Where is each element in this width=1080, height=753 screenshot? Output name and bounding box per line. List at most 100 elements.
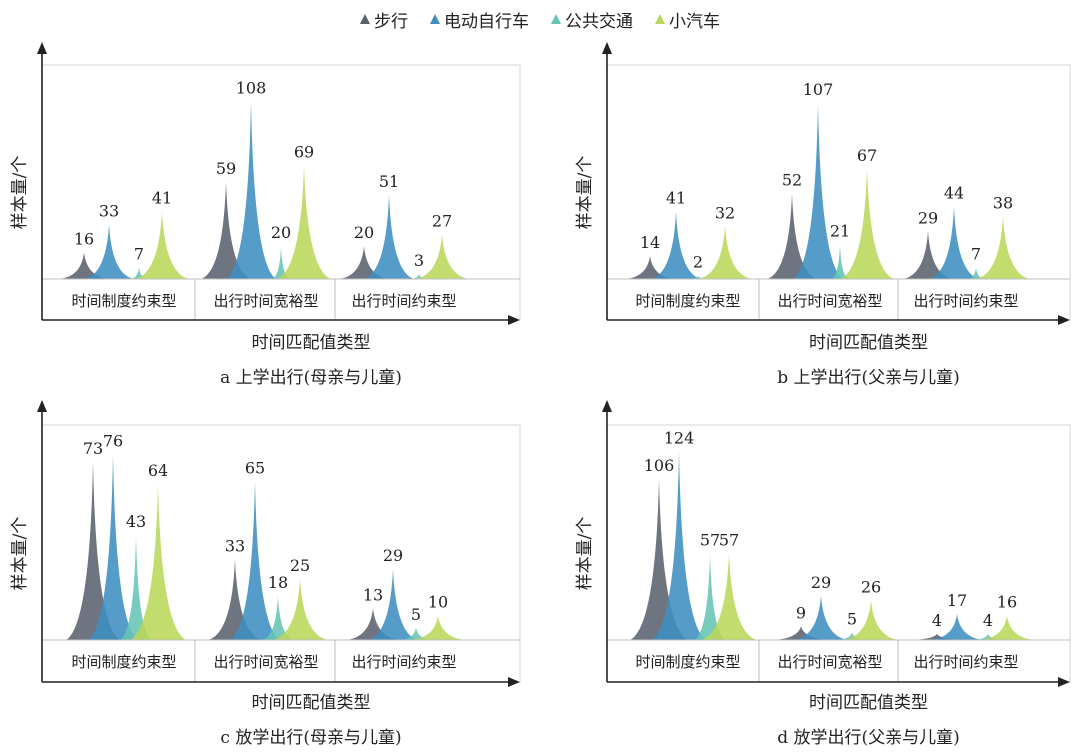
data-label: 26 bbox=[861, 578, 881, 597]
peak-mark bbox=[130, 267, 148, 279]
category-tick-label: 出行时间宽裕型 bbox=[777, 653, 882, 671]
chart-panel: 16 59 20 33 108 51 7 20 3 41 69 27 时间制度约束型 出行时间宽裕型 出行时… bbox=[10, 42, 521, 388]
data-label: 4 bbox=[983, 611, 993, 630]
data-label: 32 bbox=[715, 203, 735, 222]
panel-caption: a 上学出行(母亲与儿童) bbox=[220, 368, 402, 388]
x-axis-label: 时间匹配值类型 bbox=[809, 693, 928, 713]
data-label: 20 bbox=[354, 223, 374, 242]
chart-panel: 106 9 4 124 29 17 57 5 4 57 26 16 时间制度约束型 出行时间宽裕型 出行时间… bbox=[575, 400, 1071, 748]
data-label: 107 bbox=[803, 80, 834, 99]
peak-mark bbox=[400, 627, 432, 640]
chart-panel: 14 52 29 41 107 44 2 21 7 32 67 38 时间制度约束型 出行时间宽裕型 出行时… bbox=[575, 42, 1071, 388]
peak-mark bbox=[976, 216, 1030, 279]
peak-mark bbox=[630, 479, 688, 640]
peak-mark bbox=[831, 244, 849, 279]
data-label: 33 bbox=[99, 202, 119, 221]
panel-caption: b 上学出行(父亲与儿童) bbox=[777, 368, 960, 388]
data-label: 43 bbox=[126, 512, 146, 531]
y-axis-label: 样本量/个 bbox=[575, 156, 595, 230]
data-label: 69 bbox=[294, 142, 314, 161]
category-tick-label: 时间制度约束型 bbox=[71, 653, 176, 671]
peak-mark bbox=[908, 633, 966, 640]
peak-mark bbox=[135, 211, 189, 279]
data-label: 52 bbox=[782, 170, 802, 189]
data-label: 29 bbox=[383, 546, 403, 565]
peak-mark bbox=[59, 252, 109, 279]
x-axis-arrow-icon bbox=[508, 315, 520, 325]
panel-caption: d 放学出行(父亲与儿童) bbox=[777, 728, 960, 748]
y-axis-label: 样本量/个 bbox=[10, 156, 30, 230]
data-label: 27 bbox=[432, 212, 452, 231]
data-label: 10 bbox=[428, 593, 448, 612]
peak-mark bbox=[88, 454, 138, 640]
legend-item: 公共交通 bbox=[551, 7, 633, 32]
x-axis-label: 时间匹配值类型 bbox=[809, 333, 928, 353]
peak-mark bbox=[364, 195, 414, 279]
peak-mark bbox=[694, 553, 726, 640]
data-label: 16 bbox=[997, 593, 1017, 612]
plot-frame bbox=[41, 64, 521, 321]
peak-mark bbox=[843, 600, 899, 640]
x-axis-arrow-icon bbox=[1058, 677, 1070, 687]
data-label: 57 bbox=[719, 530, 739, 549]
peak-mark bbox=[794, 595, 848, 640]
y-axis-label: 样本量/个 bbox=[575, 517, 595, 591]
peak-mark bbox=[410, 615, 466, 640]
data-label: 4 bbox=[932, 611, 942, 630]
peak-mark bbox=[262, 596, 294, 640]
peak-mark bbox=[339, 246, 389, 279]
data-label: 25 bbox=[290, 556, 310, 575]
peak-mark bbox=[66, 461, 120, 640]
category-tick-label: 时间制度约束型 bbox=[635, 292, 740, 310]
peak-mark bbox=[772, 626, 830, 640]
legend-label: 小汽车 bbox=[669, 11, 720, 32]
peak-mark bbox=[929, 206, 979, 279]
peak-mark bbox=[84, 224, 134, 279]
data-label: 5 bbox=[847, 609, 857, 628]
peak-mark bbox=[272, 578, 328, 640]
peak-mark bbox=[346, 608, 400, 640]
y-axis-arrow-icon bbox=[37, 400, 47, 412]
category-tick-label: 时间制度约束型 bbox=[71, 292, 176, 310]
peak-mark bbox=[701, 553, 757, 640]
category-tick-label: 出行时间约束型 bbox=[913, 292, 1018, 310]
category-tick-label: 出行时间宽裕型 bbox=[777, 292, 882, 310]
data-label: 59 bbox=[216, 159, 236, 178]
data-label: 7 bbox=[134, 244, 144, 263]
peak-mark bbox=[930, 614, 984, 640]
x-axis-arrow-icon bbox=[1058, 315, 1070, 325]
peak-mark bbox=[368, 569, 418, 640]
legend-marker-icon bbox=[430, 14, 440, 24]
legend-marker-icon bbox=[360, 14, 370, 24]
peak-mark bbox=[625, 255, 675, 279]
data-label: 65 bbox=[245, 458, 265, 477]
data-label: 14 bbox=[640, 233, 660, 252]
y-axis-arrow-icon bbox=[37, 42, 47, 54]
peak-mark bbox=[201, 181, 251, 279]
legend-label: 步行 bbox=[374, 11, 408, 32]
peak-mark bbox=[130, 483, 186, 640]
legend-item: 步行 bbox=[360, 7, 408, 32]
data-label: 51 bbox=[379, 172, 399, 191]
data-label: 3 bbox=[414, 251, 424, 270]
chart-legend: 步行 电动自行车 公共交通 小汽车 bbox=[0, 6, 1080, 32]
data-label: 17 bbox=[947, 591, 967, 610]
peak-mark bbox=[840, 168, 894, 279]
legend-label: 电动自行车 bbox=[444, 11, 529, 32]
category-tick-label: 出行时间宽裕型 bbox=[213, 292, 318, 310]
data-label: 21 bbox=[830, 221, 850, 240]
data-label: 16 bbox=[74, 230, 94, 249]
category-tick-label: 出行时间宽裕型 bbox=[213, 653, 318, 671]
x-axis-arrow-icon bbox=[508, 677, 520, 687]
peak-mark bbox=[651, 211, 701, 279]
data-label: 13 bbox=[363, 585, 383, 604]
peak-mark bbox=[698, 226, 752, 279]
data-label: 41 bbox=[152, 189, 172, 208]
category-tick-label: 时间制度约束型 bbox=[635, 653, 740, 671]
data-label: 106 bbox=[644, 456, 675, 475]
data-label: 33 bbox=[225, 536, 245, 555]
data-label: 29 bbox=[918, 208, 938, 227]
peak-mark bbox=[120, 535, 152, 640]
data-label: 57 bbox=[700, 530, 720, 549]
